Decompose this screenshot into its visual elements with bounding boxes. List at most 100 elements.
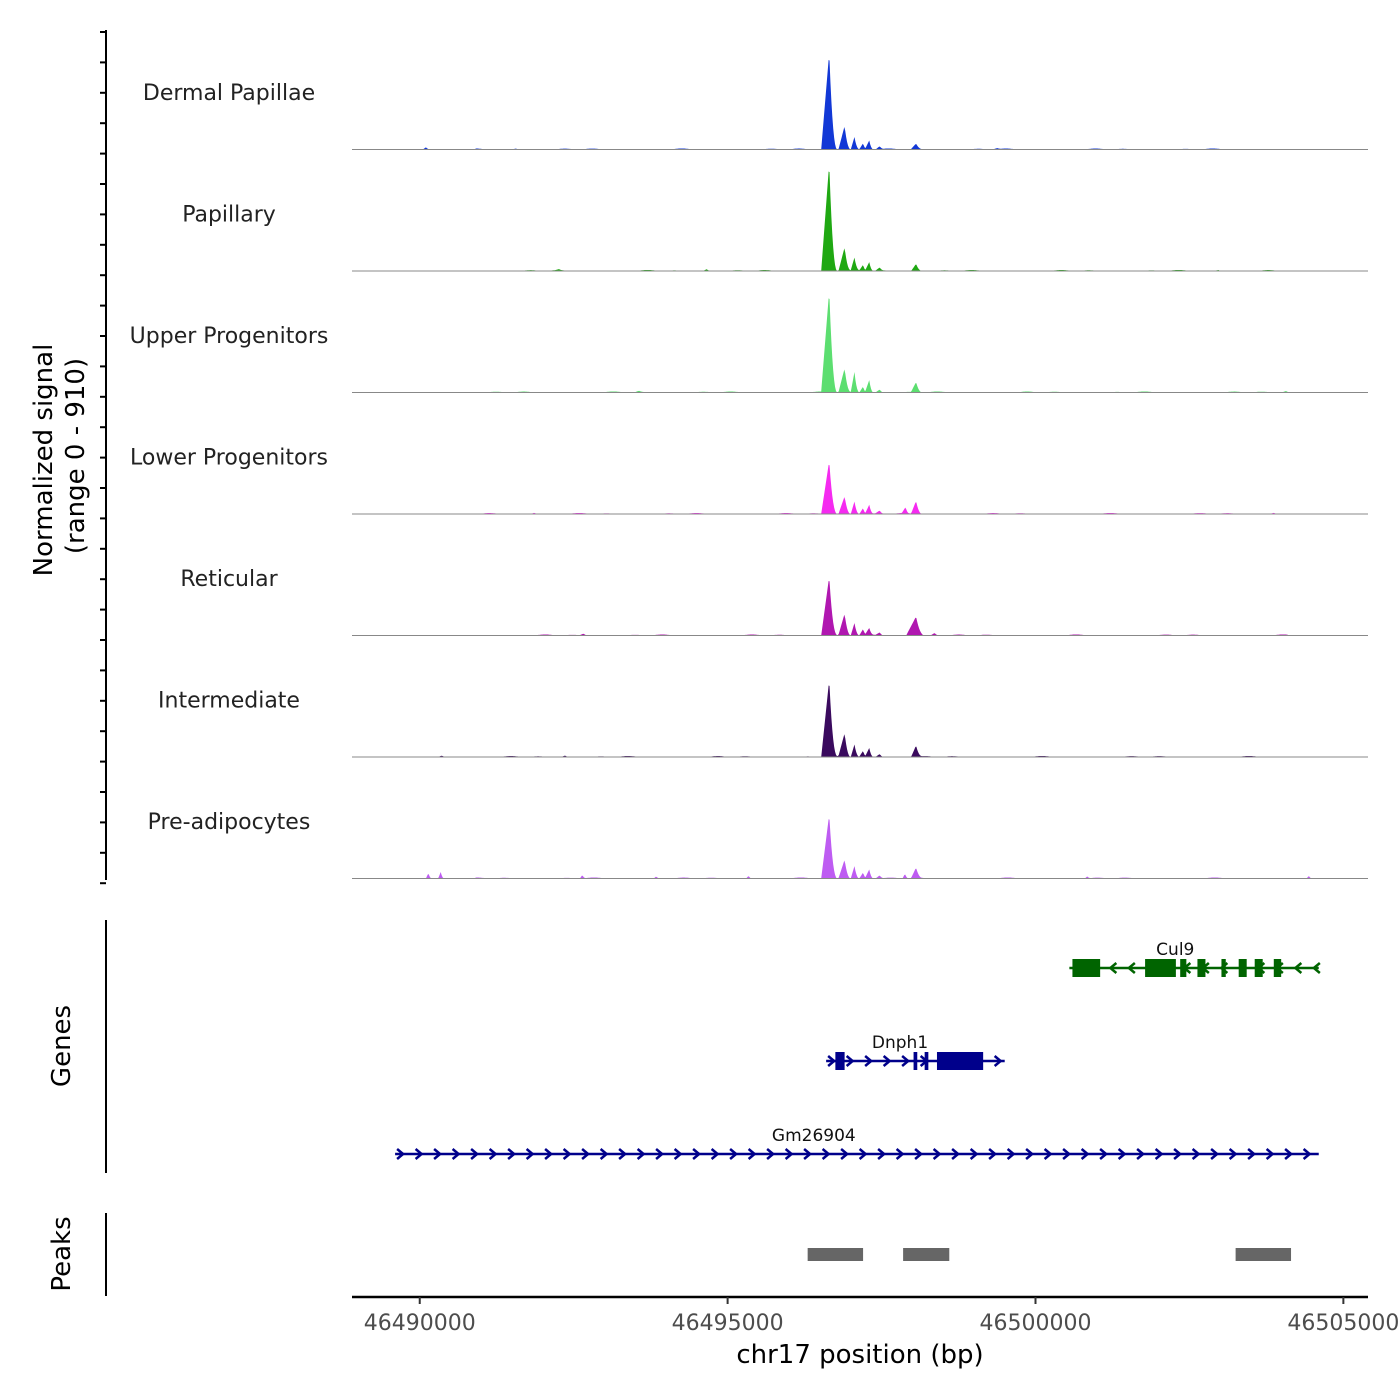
gene-label-cul9: Cul9 xyxy=(1156,940,1194,960)
coverage-area-upper-progenitors xyxy=(352,298,1368,393)
coverage-area-lower-progenitors xyxy=(352,464,1368,514)
strand-arrow xyxy=(1136,1148,1146,1160)
strand-arrow xyxy=(864,1055,874,1067)
gene-dnph1: Dnph1 xyxy=(826,1033,1005,1070)
strand-arrow xyxy=(1228,1148,1238,1160)
x-tick-label: 46500000 xyxy=(979,1311,1091,1336)
exon xyxy=(1238,959,1247,977)
peak-region xyxy=(1235,1248,1292,1261)
coverage-area-dermal-papillae xyxy=(352,59,1368,150)
coverage-tracks: Dermal Papillae Papillary Upper Progenitor… xyxy=(130,59,1368,879)
strand-arrow xyxy=(488,1148,498,1160)
strand-arrow xyxy=(951,1148,961,1160)
strand-arrow xyxy=(882,1055,892,1067)
strand-arrow xyxy=(507,1148,517,1160)
strand-arrow xyxy=(988,1148,998,1160)
strand-arrow xyxy=(840,1148,850,1160)
strand-arrow xyxy=(636,1148,646,1160)
track-intermediate: Intermediate xyxy=(158,685,1368,758)
peak-region xyxy=(807,1248,864,1261)
strand-arrow xyxy=(1302,1148,1312,1160)
strand-arrow xyxy=(1191,1148,1201,1160)
strand-arrow xyxy=(766,1148,776,1160)
strand-arrow xyxy=(993,1055,1003,1067)
x-axis-title: chr17 position (bp) xyxy=(736,1340,983,1370)
track-dermal-papillae: Dermal Papillae xyxy=(143,59,1368,150)
strand-arrow xyxy=(525,1148,535,1160)
strand-arrow xyxy=(544,1148,554,1160)
y-axis-range: (range 0 - 910) xyxy=(61,358,91,554)
coverage-area-papillary xyxy=(352,171,1368,271)
strand-arrow xyxy=(1154,1148,1164,1160)
strand-arrow xyxy=(1062,1148,1072,1160)
peaks-track xyxy=(807,1248,1292,1261)
coverage-area-reticular xyxy=(352,580,1368,636)
track-upper-progenitors: Upper Progenitors xyxy=(130,298,1368,393)
track-label-upper-progenitors: Upper Progenitors xyxy=(130,324,329,349)
track-lower-progenitors: Lower Progenitors xyxy=(130,446,1368,515)
strand-arrow xyxy=(932,1148,942,1160)
y-axis-title: Normalized signal xyxy=(29,344,59,577)
strand-arrow xyxy=(1117,1148,1127,1160)
strand-arrow xyxy=(1284,1148,1294,1160)
x-tick-label: 46505000 xyxy=(1287,1311,1399,1336)
strand-arrow xyxy=(1311,962,1321,974)
x-tick-label: 46495000 xyxy=(672,1311,784,1336)
axes: 46490000 46495000 46500000 46505000 xyxy=(100,30,1399,1336)
strand-arrow xyxy=(1025,1148,1035,1160)
peak-region xyxy=(903,1248,950,1261)
exon xyxy=(913,1052,918,1070)
strand-arrow xyxy=(1099,1148,1109,1160)
gene-gm26904: Gm26904 xyxy=(395,1126,1319,1160)
strand-arrow xyxy=(1043,1148,1053,1160)
track-label-papillary: Papillary xyxy=(182,203,276,228)
strand-arrow xyxy=(827,1055,837,1067)
exon xyxy=(1145,959,1176,977)
strand-arrow xyxy=(877,1148,887,1160)
genes-track: Cul9 Dnph1 Gm26904 xyxy=(395,940,1321,1160)
strand-arrow xyxy=(747,1148,757,1160)
exon xyxy=(1072,959,1101,977)
strand-arrow xyxy=(803,1148,813,1160)
strand-arrow xyxy=(470,1148,480,1160)
strand-arrow xyxy=(673,1148,683,1160)
exon xyxy=(1254,959,1263,977)
strand-arrow xyxy=(1247,1148,1257,1160)
exon xyxy=(1273,959,1282,977)
strand-arrow xyxy=(451,1148,461,1160)
strand-arrow xyxy=(655,1148,665,1160)
strand-arrow xyxy=(1265,1148,1275,1160)
exon xyxy=(1197,959,1206,977)
strand-arrow xyxy=(1080,1148,1090,1160)
strand-arrow xyxy=(1210,1148,1220,1160)
strand-arrow xyxy=(581,1148,591,1160)
track-pre-adipocytes: Pre-adipocytes xyxy=(148,810,1368,879)
strand-arrow xyxy=(433,1148,443,1160)
track-reticular: Reticular xyxy=(180,567,1368,636)
strand-arrow xyxy=(914,1148,924,1160)
strand-arrow xyxy=(618,1148,628,1160)
coverage-area-pre-adipocytes xyxy=(352,819,1368,879)
exon xyxy=(924,1052,929,1070)
strand-arrow xyxy=(414,1148,424,1160)
gene-label-dnph1: Dnph1 xyxy=(872,1033,928,1053)
strand-arrow xyxy=(1173,1148,1183,1160)
strand-arrow xyxy=(599,1148,609,1160)
gene-cul9: Cul9 xyxy=(1069,940,1321,977)
track-label-pre-adipocytes: Pre-adipocytes xyxy=(148,810,311,835)
strand-arrow xyxy=(784,1148,794,1160)
track-label-lower-progenitors: Lower Progenitors xyxy=(130,446,328,471)
peaks-track-label: Peaks xyxy=(47,1216,77,1291)
genes-track-label: Genes xyxy=(47,1005,77,1087)
strand-arrow xyxy=(845,1055,855,1067)
strand-arrow xyxy=(1006,1148,1016,1160)
track-label-dermal-papillae: Dermal Papillae xyxy=(143,81,315,106)
strand-arrow xyxy=(895,1148,905,1160)
exon xyxy=(835,1052,845,1070)
strand-arrow xyxy=(710,1148,720,1160)
strand-arrow xyxy=(562,1148,572,1160)
strand-arrow xyxy=(729,1148,739,1160)
gene-label-gm26904: Gm26904 xyxy=(772,1126,856,1146)
strand-arrow xyxy=(1108,962,1118,974)
